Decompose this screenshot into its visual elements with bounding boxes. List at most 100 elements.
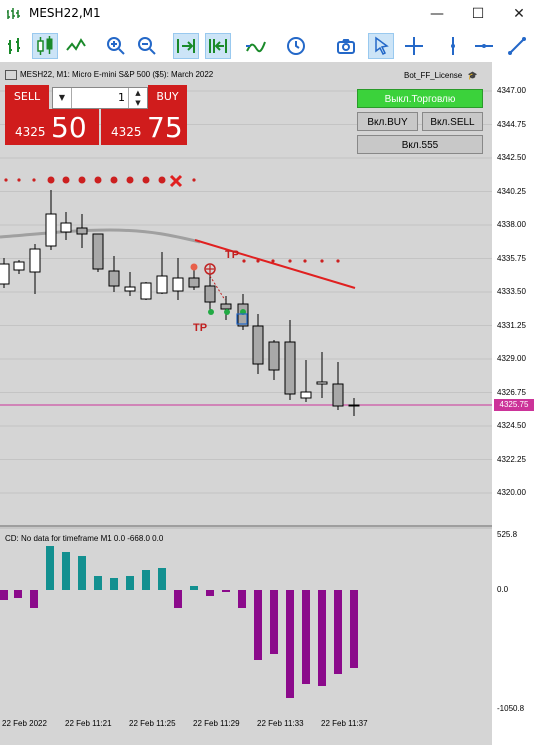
trend-line (194, 239, 356, 289)
histogram-bar (238, 590, 246, 608)
histogram-bar (334, 590, 342, 674)
candle-body (268, 341, 280, 371)
tile-left-icon[interactable] (173, 33, 199, 59)
histogram-bar (318, 590, 326, 686)
time-axis-label: 22 Feb 11:29 (193, 719, 240, 728)
candle-body (220, 303, 232, 310)
tp-marker-1: TP (225, 249, 239, 261)
trade-toggle-button[interactable]: Выкл.Торговлю (357, 89, 483, 108)
screenshot-icon[interactable] (334, 34, 358, 58)
histogram-bar (350, 590, 358, 668)
candle-body (204, 285, 216, 303)
buy-price-button[interactable]: 4325 75 (101, 109, 187, 145)
histogram-bar (30, 590, 38, 608)
histogram-bar (46, 546, 54, 590)
tp-marker-2: TP (193, 322, 207, 334)
histogram-bar (110, 578, 118, 590)
buy-price-prefix: 4325 (111, 125, 142, 139)
lot-value[interactable]: 1 (118, 91, 125, 104)
price-axis-label: 4333.50 (497, 287, 526, 296)
current-price-tag: 4325.75 (494, 399, 534, 411)
minimize-icon[interactable]: — (430, 6, 444, 22)
histogram-bar (270, 590, 278, 654)
histogram-bar (78, 556, 86, 590)
horizontal-line-icon[interactable] (472, 34, 496, 58)
price-axis-label: 4340.25 (497, 186, 526, 196)
price-axis-label: 4329.00 (497, 354, 526, 363)
buy-toggle-button[interactable]: Вкл.BUY (357, 112, 418, 131)
time-axis-label: 22 Feb 11:25 (129, 719, 176, 728)
target-marker-icon (204, 263, 216, 275)
close-marker-icon (169, 174, 183, 188)
price-axis-label: 4338.00 (497, 220, 526, 229)
maximize-icon[interactable]: ☐ (471, 6, 485, 22)
histogram-bar (302, 590, 310, 684)
indicators-icon[interactable] (244, 34, 268, 58)
candle-body (76, 227, 88, 235)
histogram-bar (94, 576, 102, 590)
close-icon[interactable]: ✕ (513, 6, 525, 22)
price-chart[interactable]: TP TP (0, 62, 492, 745)
candle-body (0, 263, 10, 285)
time-axis-label: 22 Feb 11:37 (321, 719, 368, 728)
histogram-bar (174, 590, 182, 608)
lot-size-field[interactable]: ▼ 1 ▲ ▼ (52, 87, 148, 109)
sell-price-prefix: 4325 (15, 125, 46, 139)
chart-area[interactable] (0, 62, 539, 745)
candle-body (92, 233, 104, 270)
lot-stepper-icon[interactable]: ▲ ▼ (128, 88, 147, 108)
time-axis-label: 22 Feb 11:21 (65, 719, 112, 728)
price-axis-label: 4320.00 (497, 488, 526, 497)
price-axis-label: 4324.50 (497, 421, 526, 430)
cursor-icon[interactable] (368, 33, 394, 59)
price-axis-label: 4322.25 (497, 454, 526, 464)
candle-body (45, 213, 57, 247)
license-text: Bot_FF_License (404, 71, 463, 80)
sell-toggle-button[interactable]: Вкл.SELL (422, 112, 483, 131)
candle-body (140, 282, 152, 300)
candle-body (29, 248, 41, 273)
crosshair-icon[interactable] (402, 34, 426, 58)
histogram-bar (206, 590, 214, 596)
buy-button[interactable]: BUY (148, 85, 187, 109)
chart-window-icon (7, 8, 20, 19)
order-marker-icon (236, 313, 248, 325)
line-chart-icon[interactable] (64, 34, 88, 58)
window-title: MESH22,M1 (29, 6, 101, 20)
zoom-in-icon[interactable] (104, 34, 128, 58)
tile-right-icon[interactable] (205, 33, 231, 59)
candles-icon[interactable] (32, 33, 58, 59)
magic-toggle-button[interactable]: Вкл.555 (357, 135, 483, 154)
moving-average-line (0, 228, 201, 244)
histogram-bar (158, 568, 166, 590)
symbol-info: MESH22, M1: Micro E-mini S&P 500 ($5): M… (5, 70, 213, 80)
chart-list-icon[interactable] (5, 70, 17, 80)
histogram-bar (190, 586, 198, 590)
vertical-line-icon[interactable] (441, 34, 465, 58)
price-axis-label: 4331.25 (497, 320, 526, 330)
time-axis-label: 22 Feb 11:33 (257, 719, 304, 728)
histogram-bar (0, 590, 8, 600)
sell-button[interactable]: SELL (5, 85, 49, 109)
candle-body (188, 277, 200, 288)
license-label: Bot_FF_License 🎓 (404, 71, 477, 80)
price-axis-label: 4344.75 (497, 119, 526, 129)
candle-body (252, 325, 264, 365)
price-axis-label: 4326.75 (497, 387, 526, 397)
candle-body (108, 270, 120, 287)
zoom-out-icon[interactable] (135, 34, 159, 58)
indicator-axis-bottom: -1050.8 (497, 704, 525, 713)
trendline-icon[interactable] (505, 34, 529, 58)
time-axis-label: 22 Feb 2022 (2, 719, 47, 728)
price-axis-label: 4347.00 (497, 86, 526, 95)
lot-dropdown-icon[interactable]: ▼ (53, 88, 72, 108)
bar-chart-icon[interactable] (4, 34, 28, 58)
candle-body (60, 222, 72, 233)
candle-body (316, 381, 328, 385)
histogram-bar (254, 590, 262, 660)
periods-icon[interactable] (284, 34, 308, 58)
candle-body (13, 261, 25, 271)
candle-body (172, 277, 184, 292)
sell-price-button[interactable]: 4325 50 (5, 109, 99, 145)
price-axis-label: 4335.75 (497, 253, 526, 263)
